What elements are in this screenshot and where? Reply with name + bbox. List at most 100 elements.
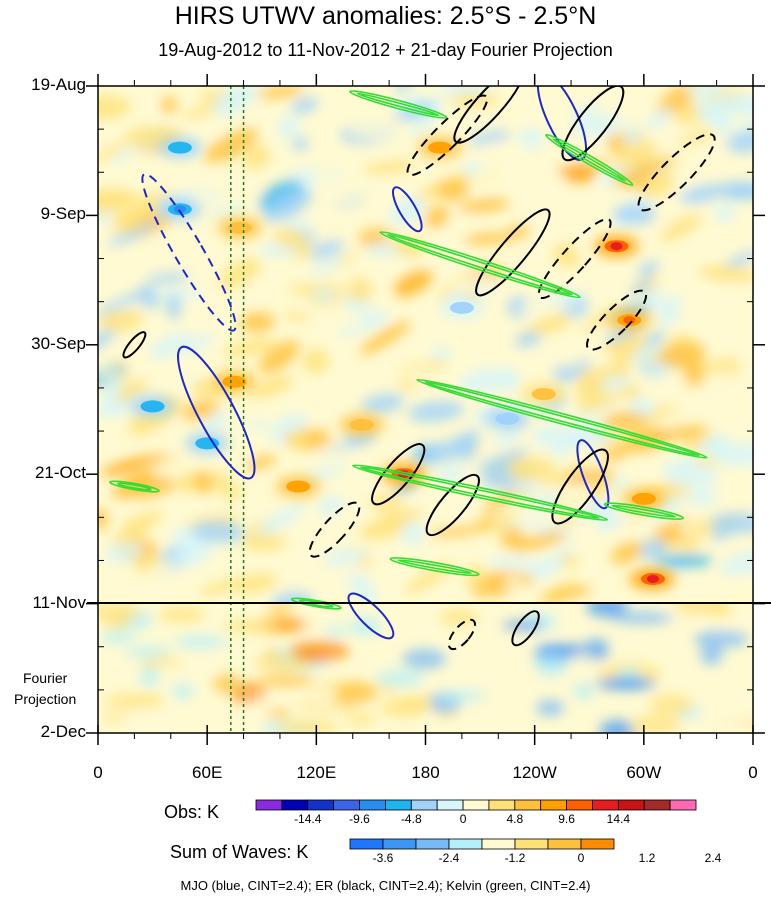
kelvin-contour: [387, 233, 574, 296]
projection-cell: [335, 681, 376, 705]
anomaly-cell: [283, 312, 310, 321]
anomaly-cell: [292, 137, 309, 151]
y-tick-label: 2-Dec: [40, 722, 86, 741]
projection-cell: [103, 714, 126, 723]
anomaly-cell: [528, 548, 575, 581]
anomaly-cell: [230, 573, 278, 594]
projection-cell: [175, 635, 227, 650]
anomaly-cell: [655, 554, 712, 568]
kelvin-contour: [416, 378, 708, 459]
anomaly-cell: [476, 509, 519, 534]
anomaly-cell: [273, 228, 306, 247]
projection-cell: [103, 615, 131, 630]
anomaly-cell: [193, 470, 213, 494]
projection-cell: [295, 652, 332, 663]
waves-colorbar-label: 2.4: [704, 851, 722, 865]
projection-cell: [100, 630, 135, 644]
waves-colorbar-swatch: [448, 838, 483, 850]
anomaly-cell: [258, 340, 300, 374]
anomaly-cell: [420, 307, 442, 325]
anomaly-cell: [337, 315, 390, 336]
anomaly-cell: [458, 232, 517, 245]
y-tick-label: 21-Oct: [34, 463, 86, 483]
anomaly-cell: [428, 526, 485, 537]
obs-colorbar-swatch: [669, 799, 697, 811]
anomaly-cell: [719, 550, 753, 576]
anomaly-cell: [465, 166, 517, 191]
anomaly-cell: [532, 424, 586, 450]
anomaly-cell: [128, 92, 155, 106]
anomaly-cell: [607, 583, 647, 603]
anomaly-cell: [697, 433, 729, 454]
er-contour: [453, 86, 526, 144]
projection-cell: [462, 702, 524, 716]
kelvin-contour: [552, 138, 627, 182]
anomaly-cell: [644, 330, 666, 346]
projection-cell: [126, 645, 172, 659]
projection-cell: [139, 665, 160, 688]
obs-colorbar-swatch: [643, 799, 671, 811]
obs-colorbar-label: 4.8: [506, 812, 524, 826]
anomaly-cell: [585, 266, 603, 281]
anomaly-cell: [478, 141, 529, 156]
obs-colorbar: [255, 799, 697, 811]
anomaly-cell: [241, 533, 287, 551]
anomaly-cell: [287, 429, 308, 449]
anomaly-cell: [149, 332, 195, 359]
waves-colorbar-label: 1.2: [638, 851, 656, 865]
obs-colorbar-swatch: [566, 799, 593, 811]
anomaly-cell: [468, 130, 511, 146]
projection-cell: [151, 663, 190, 682]
anomaly-cell: [223, 338, 277, 357]
anomaly-cell: [105, 541, 143, 563]
anomaly-cell: [636, 538, 668, 560]
anomaly-cell: [240, 312, 275, 333]
projection-cell: [693, 630, 749, 648]
y-tick-label: 11-Nov: [32, 592, 86, 612]
er-contour: [122, 331, 147, 359]
mjo-contour: [392, 186, 423, 233]
anomaly-cell: [311, 251, 349, 278]
projection-cell: [266, 603, 295, 614]
anomaly-cell: [424, 205, 450, 229]
anomaly-cell: [684, 361, 705, 388]
obs-colorbar-label: 0: [459, 812, 467, 826]
anomaly-cell: [200, 579, 240, 596]
kelvin-contour: [603, 502, 685, 520]
anomaly-cell: [724, 250, 753, 269]
projection-cell: [699, 644, 723, 666]
projection-cell: [213, 673, 241, 694]
anomaly-cell: [111, 208, 145, 234]
fourier-label-line: Projection: [14, 691, 77, 707]
anomaly-cell: [542, 462, 592, 487]
projection-cell: [692, 685, 745, 699]
negative-anomaly-hotspot: [130, 395, 175, 418]
anomaly-cell: [172, 545, 214, 566]
anomaly-cell: [508, 456, 555, 482]
anomaly-cell: [613, 140, 657, 168]
projection-cell: [375, 670, 424, 688]
waves-colorbar-swatch: [580, 838, 615, 850]
anomaly-cell: [524, 114, 543, 127]
fourier-projection-label: Fourier Projection: [14, 668, 76, 710]
negative-anomaly-hotspot: [185, 432, 230, 455]
mjo-contour: [576, 439, 610, 510]
obs-colorbar-swatch: [514, 799, 542, 811]
anomaly-cell: [736, 115, 753, 135]
kelvin-contour: [349, 90, 448, 119]
kelvin-contour: [352, 464, 609, 521]
fourier-label-line: Fourier: [22, 670, 68, 686]
anomaly-cell: [248, 420, 270, 431]
anomaly-cell: [504, 168, 550, 180]
chart-subtitle: 19-Aug-2012 to 11-Nov-2012 + 21-day Four…: [158, 40, 613, 60]
er-contour: [425, 473, 480, 537]
anomaly-cell: [180, 399, 220, 421]
anomaly-cell: [511, 531, 567, 552]
anomaly-cell: [444, 350, 482, 378]
er-contour: [406, 94, 489, 177]
obs-colorbar-label: -4.8: [400, 812, 422, 826]
obs-colorbar-label: -9.6: [349, 812, 370, 826]
obs-colorbar-label: 9.6: [558, 812, 575, 826]
x-tick-label: 0: [748, 763, 758, 782]
